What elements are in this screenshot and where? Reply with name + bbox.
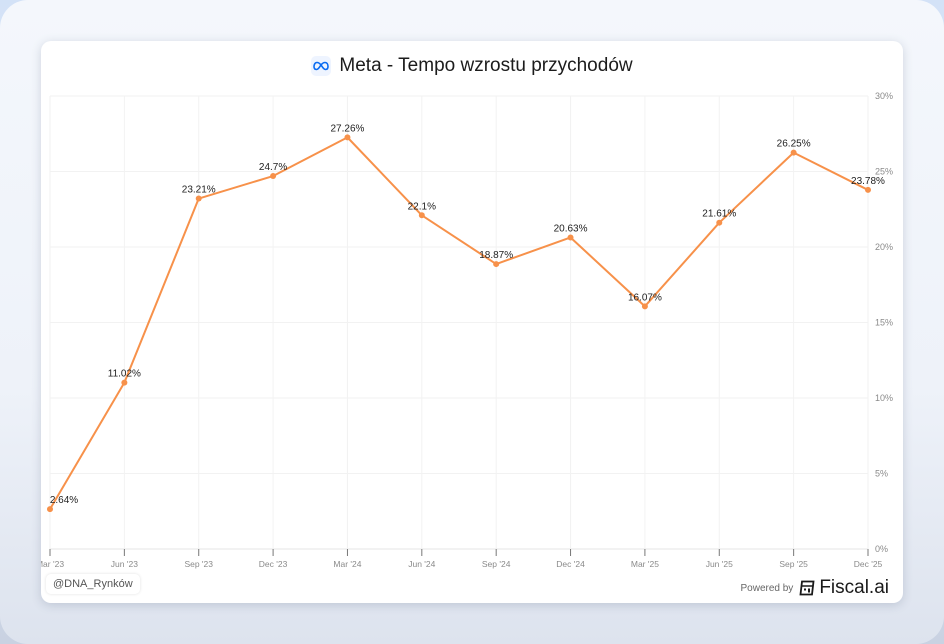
x-tick-label: Jun '24 <box>408 559 435 569</box>
data-point[interactable] <box>121 379 128 386</box>
y-tick-label: 5% <box>875 469 888 479</box>
data-label: 24.7% <box>259 162 287 173</box>
y-tick-label: 25% <box>875 167 893 177</box>
data-label: 21.61% <box>702 209 736 220</box>
line-chart: 0% 5% 10% 15% 20% 25% 30% Mar '23 Jun '23 Sep '23… <box>41 91 893 569</box>
data-point[interactable] <box>716 219 723 226</box>
data-label: 2.64% <box>50 495 78 506</box>
data-point[interactable] <box>344 134 351 141</box>
series-line <box>49 136 869 510</box>
data-label: 27.26% <box>330 123 364 134</box>
data-point[interactable] <box>641 303 648 310</box>
data-point[interactable] <box>270 173 277 180</box>
data-point[interactable] <box>790 149 797 156</box>
y-tick-label: 15% <box>875 318 893 328</box>
data-point[interactable] <box>418 212 425 219</box>
fiscal-ai-logo: Fiscal.ai <box>799 577 889 599</box>
x-tick-label: Mar '25 <box>631 559 659 569</box>
x-tick-label: Jun '23 <box>111 559 138 569</box>
y-tick-label: 0% <box>875 544 888 554</box>
y-tick-label: 20% <box>875 242 893 252</box>
x-tick-label: Sep '23 <box>184 559 213 569</box>
y-tick-label: 10% <box>875 393 893 403</box>
x-tick-label: Mar '24 <box>333 559 361 569</box>
x-tick-label: Dec '24 <box>556 559 585 569</box>
x-tick-label: Dec '25 <box>854 559 883 569</box>
powered-by-text: Powered by <box>740 582 794 594</box>
calculator-icon <box>799 580 815 596</box>
brand-name: Fiscal.ai <box>819 577 889 598</box>
chart-card: Meta - Tempo wzrostu przychodów 0% 5% 10% 1… <box>41 41 903 603</box>
chart-title-text: Meta - Tempo wzrostu przychodów <box>339 55 633 76</box>
chart-title: Meta - Tempo wzrostu przychodów <box>41 55 903 77</box>
data-point[interactable] <box>567 234 574 241</box>
x-tick-label: Sep '24 <box>482 559 511 569</box>
x-tick-label: Mar '23 <box>41 559 64 569</box>
watermark-label: @DNA_Rynków <box>46 574 140 594</box>
data-label: 20.63% <box>554 223 588 234</box>
x-tick-label: Sep '25 <box>779 559 808 569</box>
data-label: 26.25% <box>777 139 811 150</box>
x-tick-label: Jun '25 <box>706 559 733 569</box>
data-label: 23.21% <box>182 185 216 196</box>
data-label: 11.02% <box>108 369 141 380</box>
meta-infinity-icon <box>311 56 332 76</box>
powered-by: Powered by Fiscal.ai <box>741 577 890 599</box>
data-point[interactable] <box>865 186 871 193</box>
y-tick-label: 30% <box>875 91 893 101</box>
data-label: 22.1% <box>408 201 436 212</box>
x-tick-label: Dec '23 <box>259 559 288 569</box>
data-label: 16.07% <box>628 292 662 303</box>
data-point[interactable] <box>47 506 53 513</box>
data-point[interactable] <box>493 261 500 268</box>
data-point[interactable] <box>195 195 202 202</box>
data-label: 18.87% <box>479 250 513 261</box>
data-label: 23.78% <box>851 176 885 187</box>
